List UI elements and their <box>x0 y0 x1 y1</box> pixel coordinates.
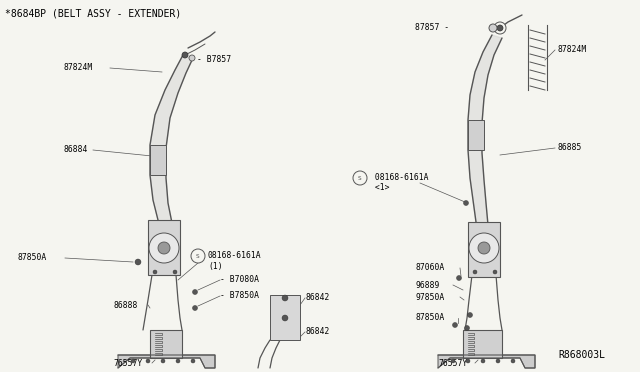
Text: 76557Y: 76557Y <box>438 359 467 368</box>
Circle shape <box>191 359 195 363</box>
Polygon shape <box>150 145 166 175</box>
Circle shape <box>182 52 188 58</box>
Bar <box>468 222 500 277</box>
Polygon shape <box>270 295 300 340</box>
Circle shape <box>463 201 468 205</box>
Text: 97850A: 97850A <box>415 292 444 301</box>
Circle shape <box>189 55 195 61</box>
Circle shape <box>451 359 455 363</box>
Circle shape <box>282 315 288 321</box>
Circle shape <box>353 171 367 185</box>
Circle shape <box>131 359 135 363</box>
Bar <box>148 220 180 275</box>
Polygon shape <box>118 355 215 368</box>
Text: 87850A: 87850A <box>18 253 47 263</box>
Circle shape <box>153 270 157 274</box>
Circle shape <box>494 22 506 34</box>
Polygon shape <box>468 120 484 150</box>
Circle shape <box>481 359 485 363</box>
Text: (1): (1) <box>208 262 223 270</box>
Text: 08168-6161A: 08168-6161A <box>370 173 429 183</box>
Text: 86888: 86888 <box>113 301 138 310</box>
Circle shape <box>496 359 500 363</box>
Circle shape <box>456 276 461 280</box>
Text: S: S <box>196 253 200 259</box>
Circle shape <box>149 233 179 263</box>
Polygon shape <box>150 330 182 358</box>
Circle shape <box>466 359 470 363</box>
Text: R868003L: R868003L <box>558 350 605 360</box>
Text: 87850A: 87850A <box>415 314 444 323</box>
Text: 87060A: 87060A <box>415 263 444 273</box>
Text: 96889: 96889 <box>415 280 440 289</box>
Circle shape <box>193 305 198 311</box>
Circle shape <box>158 242 170 254</box>
Circle shape <box>493 270 497 274</box>
Text: 76557Y: 76557Y <box>113 359 142 368</box>
Text: 87857 -: 87857 - <box>415 23 449 32</box>
Polygon shape <box>468 35 502 225</box>
Circle shape <box>467 312 472 317</box>
Circle shape <box>173 270 177 274</box>
Circle shape <box>191 249 205 263</box>
Text: 87824M: 87824M <box>63 64 92 73</box>
Circle shape <box>161 359 165 363</box>
Circle shape <box>473 270 477 274</box>
Circle shape <box>478 242 490 254</box>
Circle shape <box>135 259 141 265</box>
Text: 86885: 86885 <box>558 144 582 153</box>
Circle shape <box>193 289 198 295</box>
Circle shape <box>511 359 515 363</box>
Text: 86884: 86884 <box>63 145 88 154</box>
Circle shape <box>465 326 470 330</box>
Circle shape <box>282 295 288 301</box>
Text: 87824M: 87824M <box>558 45 588 55</box>
Text: 86842: 86842 <box>305 294 330 302</box>
Text: 86842: 86842 <box>305 327 330 337</box>
Text: - B7857: - B7857 <box>197 55 231 64</box>
Text: S: S <box>358 176 362 180</box>
Polygon shape <box>150 55 193 243</box>
Circle shape <box>497 25 503 31</box>
Circle shape <box>452 323 458 327</box>
Text: - B7850A: - B7850A <box>220 292 259 301</box>
Text: *8684BP (BELT ASSY - EXTENDER): *8684BP (BELT ASSY - EXTENDER) <box>5 8 181 18</box>
Circle shape <box>146 359 150 363</box>
Text: <1>: <1> <box>370 183 390 192</box>
Circle shape <box>176 359 180 363</box>
Polygon shape <box>438 355 535 368</box>
Text: 08168-6161A: 08168-6161A <box>208 251 262 260</box>
Text: - B7080A: - B7080A <box>220 276 259 285</box>
Circle shape <box>469 233 499 263</box>
Polygon shape <box>463 330 502 358</box>
Circle shape <box>489 24 497 32</box>
